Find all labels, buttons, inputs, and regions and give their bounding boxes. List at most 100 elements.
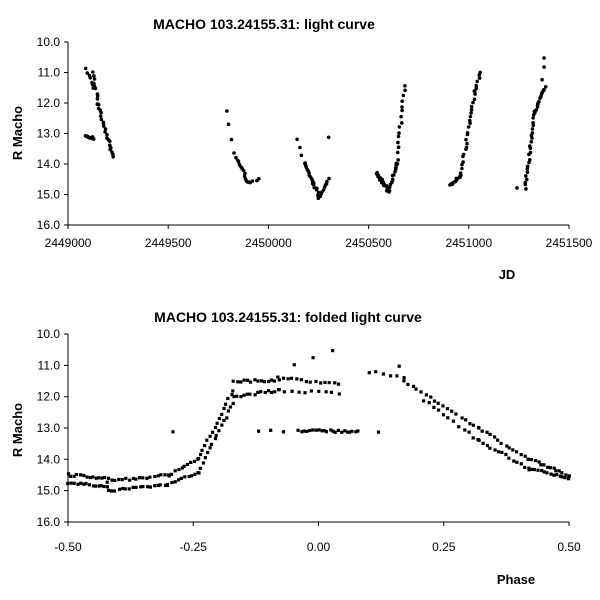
light-curve-data-point [471,100,475,105]
folded-light-curve-data-point [529,458,534,462]
folded-light-curve-data-point [282,390,286,394]
folded-light-curve-data-point [171,430,175,434]
light-curve-points [83,56,548,200]
folded-light-curve-data-point [557,469,561,473]
light-curve-data-point [534,108,539,112]
folded-light-curve-data-point [299,378,303,382]
light-curve-data-point [472,97,477,102]
folded-light-curve-data-point [476,438,480,442]
folded-light-curve-data-point [211,430,215,434]
light-curve-data-point [403,88,407,93]
light-curve-data-point [88,76,92,80]
folded-light-curve-data-point [308,380,312,384]
folded-light-curve-data-point [402,376,406,380]
folded-light-curve-data-point [220,423,224,427]
folded-light-curve-data-point [215,421,219,425]
folded-light-curve-data-point [138,476,142,480]
folded-light-curve-data-point [331,429,335,433]
light-curve-data-point [468,121,472,125]
folded-light-curve-data-point [488,446,492,450]
folded-light-curve-data-point [272,379,276,383]
light-curve-data-point [92,74,96,78]
folded-light-curve-data-point [225,416,229,420]
folded-light-curve-data-point [74,473,78,477]
folded-light-curve-ticks: 10.0 11.0 12.0 13.0 14.0 15.0 16.0 -0.50 -0.25 0.… [37,327,581,554]
folded-light-curve-y-tick-label: 10.0 [37,327,61,341]
folded-light-curve-data-point [253,378,257,382]
light-curve-y-tick-label: 16.0 [37,218,61,232]
folded-light-curve-data-point [165,482,170,487]
folded-light-curve-x-tick-label: -0.25 [180,540,208,554]
light-curve-data-point [469,111,473,115]
folded-light-curve-data-point [248,380,253,384]
folded-light-curve-data-point [68,474,72,478]
folded-light-curve-data-point [256,390,260,394]
light-curve-data-point [478,70,483,75]
folded-light-curve-data-point [266,389,271,393]
folded-light-curve-data-point [141,484,145,489]
folded-light-curve-data-point [497,450,501,454]
folded-light-curve-data-point [493,448,497,452]
light-curve-data-point [474,83,479,88]
folded-light-curve-data-point [236,380,240,384]
folded-light-curve-data-point [177,478,181,482]
folded-light-curve-chart: MACHO 103.24155.31: folded light curve R… [10,309,581,587]
light-curve-y-tick-label: 12.0 [37,96,61,110]
folded-light-curve-data-point [222,406,226,411]
folded-light-curve-data-point [245,392,249,396]
folded-light-curve-data-point [554,469,558,473]
folded-light-curve-data-point [471,436,475,440]
folded-light-curve-data-point [515,460,519,464]
light-curve-data-point [397,125,402,129]
folded-light-curve-data-point [549,466,553,470]
folded-light-curve-data-point [446,416,450,420]
folded-light-curve-data-point [69,481,73,485]
folded-light-curve-data-point [189,460,193,464]
folded-light-curve-data-point [105,485,109,489]
light-curve-y-tick-label: 14.0 [37,157,61,171]
light-curve-y-tick-label: 13.0 [37,127,61,141]
light-curve-data-point [465,131,470,135]
folded-light-curve-data-point [519,462,523,466]
light-curve-data-point [327,176,331,181]
folded-light-curve-data-point [523,454,527,458]
folded-light-curve-data-point [558,474,562,478]
folded-light-curve-data-point [121,486,125,491]
light-curve-data-point [400,121,404,125]
folded-light-curve-data-point [411,384,416,388]
folded-light-curve-data-point [199,452,203,457]
folded-light-curve-data-point [222,418,226,422]
folded-light-curve-data-point [139,485,143,489]
folded-light-curve-data-point [381,372,385,376]
folded-light-curve-data-point [445,407,450,411]
folded-light-curve-data-point [128,478,132,482]
folded-light-curve-data-point [217,416,221,421]
folded-light-curve-data-point [203,456,207,460]
light-curve-data-point [529,140,534,144]
folded-light-curve-data-point [295,377,299,381]
folded-light-curve-data-point [131,476,136,481]
folded-light-curve-data-point [183,475,187,479]
light-curve-data-point [314,188,319,192]
folded-light-curve-data-point [231,401,235,406]
folded-light-curve-data-point [424,393,428,397]
folded-light-curve-data-point [534,459,538,463]
light-curve-data-point [83,66,88,71]
folded-light-curve-data-point [163,473,167,477]
folded-light-curve-data-point [267,379,271,384]
folded-light-curve-data-point [526,457,530,461]
light-curve-data-point [458,174,463,178]
folded-light-curve-y-tick-label: 15.0 [37,484,61,498]
folded-light-curve-data-point [468,422,472,426]
folded-light-curve-data-point [173,469,177,473]
folded-light-curve-data-point [348,430,352,434]
folded-light-curve-data-point [437,408,441,412]
light-curve-y-label: R Macho [10,106,25,160]
folded-light-curve-data-point [82,482,86,486]
light-curve-data-point [241,168,246,173]
folded-light-curve-data-point [567,474,571,478]
folded-light-curve-data-point [314,379,318,384]
folded-light-curve-data-point [389,374,393,378]
folded-light-curve-data-point [552,473,556,477]
folded-light-curve-x-label: Phase [497,572,535,587]
